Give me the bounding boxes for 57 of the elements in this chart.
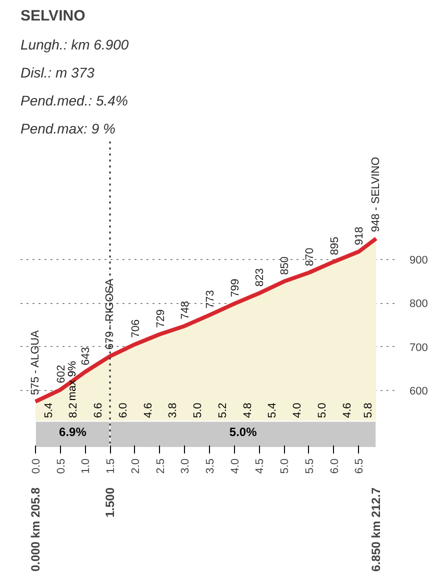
band-label: 5.0% (229, 425, 258, 440)
annotation: 6.0 (117, 402, 130, 418)
x-tick-label: 0.5 (55, 458, 68, 474)
annotation: 5.0 (316, 402, 328, 418)
annotation: 4.8 (242, 402, 254, 418)
text: Pend.max: 9 % (20, 120, 116, 136)
annotation: 4.6 (142, 402, 154, 418)
data-label: 706 (130, 319, 142, 338)
x-tick-label: 6.0 (328, 458, 341, 474)
annotation: 5.8 (362, 402, 374, 418)
ref-line-label: 1.500 (103, 487, 118, 518)
annotation: 4.6 (341, 402, 354, 418)
annotation: 3.8 (167, 402, 180, 418)
data-label: 643 (80, 346, 92, 366)
x-tick-label: 4.0 (229, 458, 242, 474)
x-tick-label: 2.5 (154, 458, 167, 474)
x-tick-label: 0.0 (30, 458, 42, 474)
data-label: 729 (154, 309, 167, 328)
text: Pend.med.: 5.4% (20, 92, 128, 108)
annotation: 5.2 (216, 402, 229, 418)
x-tick-label: 3.0 (180, 458, 192, 474)
text: 0.000 km 205.8 (28, 487, 42, 572)
band-label: 6.9% (59, 425, 87, 440)
x-tick-label: 1.0 (80, 458, 92, 474)
data-label: 948 - SELVINO (370, 156, 382, 232)
data-label: 870 (304, 248, 316, 266)
x-tick-label: 5.0 (279, 458, 292, 474)
annotation: 6.6 (92, 402, 105, 418)
annotation: 5.0 (192, 402, 204, 418)
chart-title: SELVINO (20, 8, 86, 24)
data-label: 850 (279, 256, 292, 275)
data-label: 773 (204, 290, 216, 308)
annotation: 4.0 (292, 402, 304, 418)
annotation: max 9% (66, 360, 79, 401)
data-label: 895 (328, 236, 341, 256)
y-tick-label: 600 (410, 386, 428, 398)
data-label: 748 (180, 301, 192, 320)
text: Lungh.: km 6.900 (20, 36, 129, 52)
y-tick-label: 700 (410, 342, 428, 354)
x-tick-label: 4.5 (254, 458, 266, 474)
data-label: 823 (254, 268, 266, 287)
x-tick-label: 3.5 (204, 458, 216, 474)
data-label: 602 (55, 364, 68, 384)
x-tick-label: 1.5 (105, 458, 118, 474)
data-label: 575 - ALGUA (29, 330, 42, 396)
data-label: 918 (354, 226, 366, 246)
y-tick-label: 900 (410, 254, 428, 267)
x-tick-label: 6.5 (354, 458, 366, 474)
x-tick-label: 5.5 (304, 458, 316, 474)
x-tick-label: 2.0 (130, 458, 142, 474)
text: 6.850 km 212.7 (369, 487, 384, 572)
y-tick-label: 800 (410, 298, 428, 310)
annotation: 5.4 (42, 402, 55, 418)
data-label: 799 (229, 278, 242, 298)
annotation: 8.2 (68, 402, 80, 418)
text: Disl.: m 373 (20, 64, 94, 80)
annotation: 5.4 (266, 402, 279, 418)
